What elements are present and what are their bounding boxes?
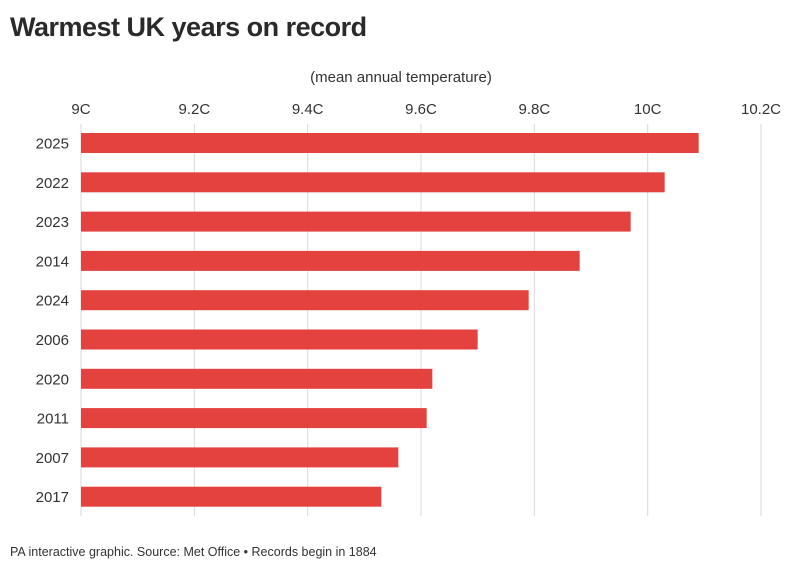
x-tick-label: 10.2C [741,101,781,118]
source-footer: PA interactive graphic. Source: Met Offi… [10,545,377,559]
bar-2024 [81,290,529,311]
x-tick-label: 9.4C [292,101,324,118]
x-tick-label: 9C [71,101,90,118]
chart-title: Warmest UK years on record [10,12,367,42]
x-axis-label: (mean annual temperature) [310,69,492,86]
x-tick-label: 9.8C [518,101,550,118]
x-tick-label: 9.6C [405,101,437,118]
bar-2025 [81,133,699,153]
bar-2017 [81,486,382,507]
y-tick-label: 2006 [36,332,69,349]
bar-2023 [81,211,631,232]
y-tick-label: 2024 [36,293,69,310]
bar-2020 [81,368,433,389]
bar-2011 [81,408,427,429]
bar-2007 [81,447,399,468]
y-tick-label: 2011 [37,411,69,428]
y-tick-label: 2020 [36,371,69,388]
bar-2006 [81,329,478,350]
y-tick-label: 2007 [36,450,69,467]
x-tick-label: 10C [634,101,662,118]
y-tick-label: 2017 [36,489,69,506]
bar-2014 [81,250,580,271]
y-tick-label: 2014 [36,253,69,270]
bar-2022 [81,172,665,193]
y-tick-label: 2022 [36,175,69,192]
x-tick-label: 9.2C [178,101,210,118]
y-tick-label: 2023 [36,214,69,231]
y-tick-label: 2025 [36,136,69,153]
